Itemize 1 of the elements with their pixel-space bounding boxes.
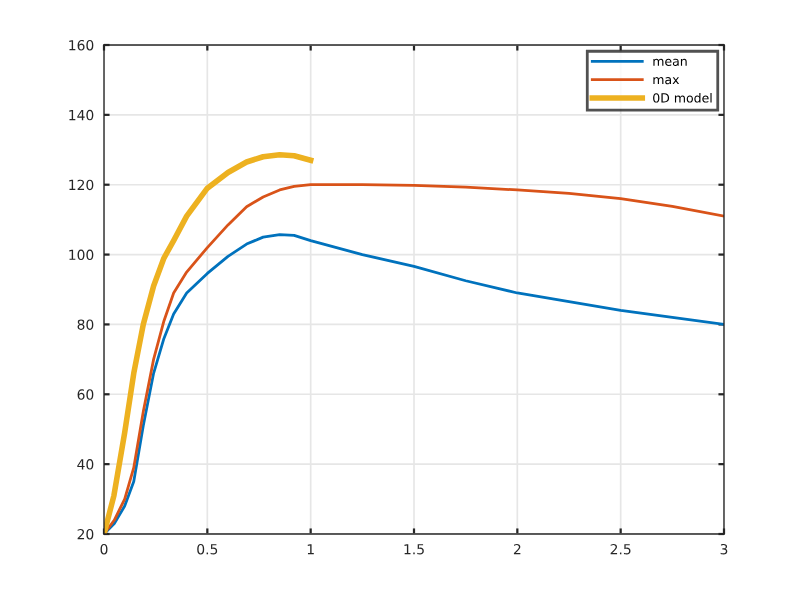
line-series (104, 151, 314, 534)
